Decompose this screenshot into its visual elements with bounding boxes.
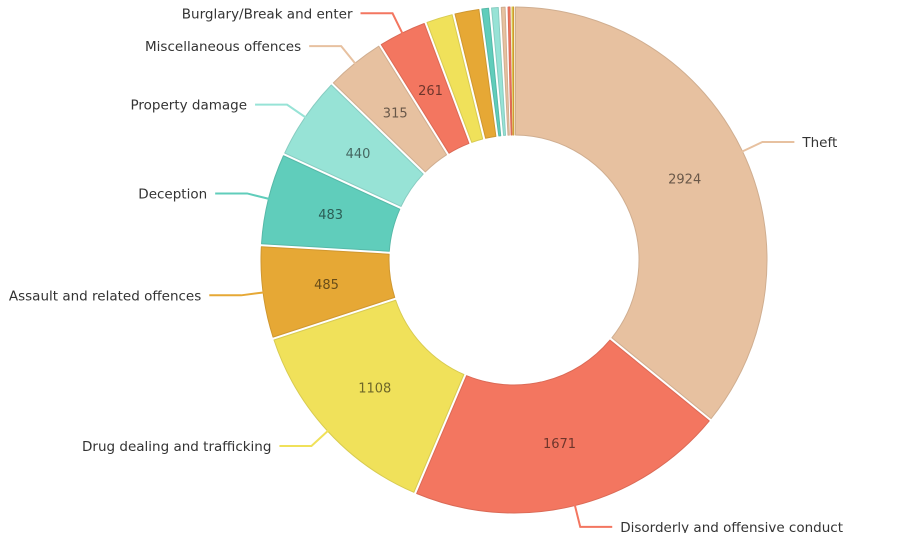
category-label-property-damage: Property damage [130,98,247,114]
slice-minor-9[interactable] [454,8,497,139]
category-label-deception: Deception [138,186,207,202]
leader-line-property-damage [255,103,308,120]
category-label-assault-and-related-offences: Assault and related offences [9,288,201,304]
category-label-drug-dealing-and-trafficking: Drug dealing and trafficking [82,439,271,455]
slice-disorderly-and-offensive-conduct[interactable] [416,339,710,514]
value-label-disorderly-and-offensive-conduct: 1671 [543,437,576,452]
category-label-burglary-break-and-enter: Burglary/Break and enter [182,6,353,22]
slice-burglary-break-and-enter[interactable] [380,22,470,154]
slice-drug-dealing-and-trafficking[interactable] [273,299,465,493]
slice-assault-and-related-offences[interactable] [260,246,396,338]
value-labels-group: 2924 1671 1108 485 483 440 315 261 [314,84,701,452]
slices-group [260,6,768,514]
slice-minor-13[interactable] [507,6,513,136]
value-label-miscellaneous-offences: 315 [383,106,408,121]
leader-line-drug-dealing-and-trafficking [279,429,330,447]
value-label-assault-and-related-offences: 485 [314,278,339,293]
slice-minor-8[interactable] [426,14,484,143]
leader-line-disorderly-and-offensive-conduct [573,503,613,528]
slice-minor-15[interactable] [512,6,515,136]
value-label-theft: 2924 [668,172,701,187]
slice-minor-10[interactable] [481,7,502,137]
leader-line-theft [740,140,795,154]
category-label-theft: Theft [801,135,837,151]
slice-theft[interactable] [515,6,768,420]
value-label-burglary-break-and-enter: 261 [418,84,443,99]
slice-deception[interactable] [261,155,401,252]
category-label-miscellaneous-offences: Miscellaneous offences [145,39,301,55]
value-label-deception: 483 [318,208,343,223]
slice-property-damage[interactable] [284,84,424,207]
category-labels-group: Theft Disorderly and offensive conduct Dru… [9,6,843,536]
slice-miscellaneous-offences[interactable] [332,45,448,173]
leader-line-burglary-break-and-enter [360,12,405,36]
leader-lines-group [209,12,795,528]
value-label-drug-dealing-and-trafficking: 1108 [358,381,391,396]
category-label-disorderly-and-offensive-conduct: Disorderly and offensive conduct [620,520,843,533]
leader-line-assault-and-related-offences [209,291,266,297]
slice-minor-11[interactable] [491,6,507,136]
leader-line-deception [215,192,271,201]
leader-line-miscellaneous-offences [309,45,358,66]
slice-minor-12[interactable] [500,6,510,136]
value-label-property-damage: 440 [346,147,371,162]
